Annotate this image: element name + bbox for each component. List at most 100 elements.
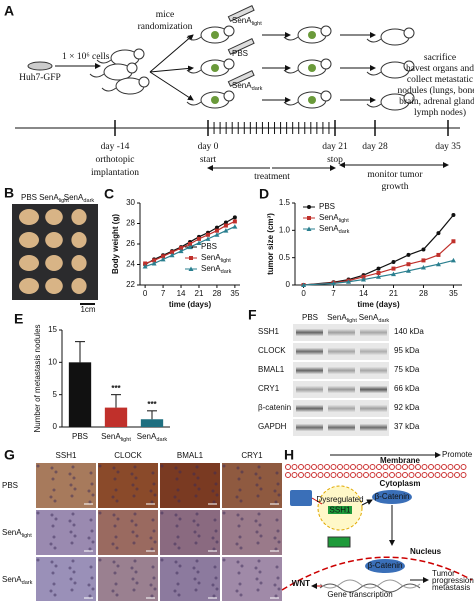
lipid	[324, 472, 330, 478]
legend-marker	[307, 205, 311, 209]
cell	[235, 589, 239, 593]
cell	[195, 512, 199, 516]
cell	[53, 499, 57, 503]
cell	[173, 542, 177, 546]
dish	[27, 61, 53, 71]
legend-label-main: SenA	[319, 213, 339, 222]
cell	[130, 472, 134, 476]
panel-label: A	[4, 3, 14, 19]
lipid	[369, 464, 376, 470]
cell	[132, 541, 136, 545]
marker	[223, 223, 228, 228]
legend-label: SenAlight	[319, 213, 349, 224]
cell	[197, 581, 201, 585]
cell	[258, 570, 262, 574]
x-tick-label: 35	[230, 289, 239, 298]
protein-label: GAPDH	[258, 422, 287, 431]
cell	[73, 534, 77, 538]
group-label-main: SenA	[232, 81, 252, 90]
cell	[116, 564, 120, 568]
cell	[135, 581, 139, 585]
cell	[211, 489, 215, 493]
nodule	[45, 278, 63, 294]
x-tick-label: SenAlight	[101, 432, 131, 443]
mouse-head	[138, 76, 150, 88]
lipid	[421, 464, 428, 470]
cell	[72, 570, 76, 574]
band	[360, 348, 387, 355]
mouse-tail	[366, 103, 382, 108]
legend-label-main: SenA	[319, 224, 339, 233]
ihc-tile	[36, 557, 96, 601]
lipid	[395, 464, 402, 470]
marker	[421, 258, 426, 263]
cell	[194, 541, 198, 545]
marker	[143, 261, 148, 266]
marker	[232, 215, 237, 220]
band	[296, 348, 323, 355]
cell	[90, 576, 94, 580]
cell	[114, 582, 118, 586]
lipid	[311, 472, 317, 478]
lipid	[317, 472, 324, 478]
cell-count: 1 × 10⁶ cells	[62, 52, 110, 62]
cell	[152, 576, 156, 580]
marker	[142, 264, 148, 269]
lipid	[454, 472, 460, 478]
marker	[451, 213, 456, 218]
cell	[275, 565, 279, 569]
marker	[196, 236, 201, 241]
syringe	[227, 38, 255, 55]
cell	[36, 464, 40, 468]
cell	[237, 524, 241, 528]
ihc-tile	[160, 510, 220, 555]
band	[360, 367, 387, 374]
lipid	[402, 464, 408, 470]
endpoint: brain, adrenal glands,	[399, 97, 474, 107]
band	[328, 424, 355, 431]
cell	[197, 534, 201, 538]
tumor	[211, 96, 219, 104]
endpoint: lymph nodes)	[414, 107, 466, 118]
cell	[236, 513, 240, 517]
mouse-tail	[283, 69, 299, 74]
cell	[215, 493, 219, 497]
row-label: SenAdark	[2, 575, 33, 586]
band	[296, 367, 323, 374]
cell	[135, 534, 139, 538]
cell	[68, 519, 72, 523]
cell	[49, 495, 53, 499]
cell	[192, 472, 196, 476]
nodule	[19, 255, 39, 271]
cell	[152, 529, 156, 533]
nodule	[19, 278, 39, 294]
cell	[240, 517, 244, 521]
cell	[276, 529, 280, 533]
y-tick-label: 1.0	[279, 225, 291, 234]
group-label-main: PBS	[232, 49, 248, 58]
cell	[257, 512, 261, 516]
cell	[134, 523, 138, 527]
cell-line: Huh7-GFP	[19, 73, 61, 83]
y-tick-label: 26	[126, 239, 135, 248]
series-line	[303, 240, 454, 286]
cell	[274, 594, 278, 598]
x-tick-label: 7	[161, 289, 166, 298]
cell	[130, 566, 134, 570]
x-tick-label: 28	[419, 289, 428, 298]
cell	[174, 466, 178, 470]
band	[296, 405, 323, 412]
mouse-head	[403, 60, 415, 72]
size-label: 140 kDa	[394, 327, 424, 336]
cell	[114, 488, 118, 492]
cell	[176, 582, 180, 586]
cell	[212, 500, 216, 504]
mouse-head	[223, 58, 235, 70]
cell	[113, 571, 117, 575]
band	[296, 386, 323, 393]
outcome: metastasis	[432, 583, 470, 592]
lipid	[382, 464, 389, 470]
marker	[151, 260, 157, 266]
cell	[276, 482, 280, 486]
lipid	[389, 472, 395, 478]
